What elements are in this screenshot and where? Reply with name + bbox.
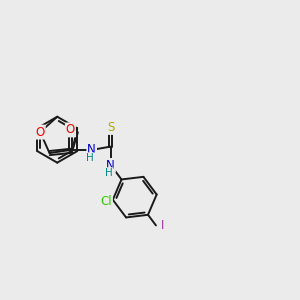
Text: N: N bbox=[87, 143, 96, 156]
Text: H: H bbox=[105, 168, 112, 178]
Text: H: H bbox=[86, 153, 94, 163]
Text: O: O bbox=[36, 126, 45, 139]
Text: S: S bbox=[107, 121, 114, 134]
Text: O: O bbox=[66, 123, 75, 136]
Text: N: N bbox=[106, 159, 115, 172]
Text: Cl: Cl bbox=[100, 195, 112, 208]
Text: I: I bbox=[161, 219, 164, 232]
